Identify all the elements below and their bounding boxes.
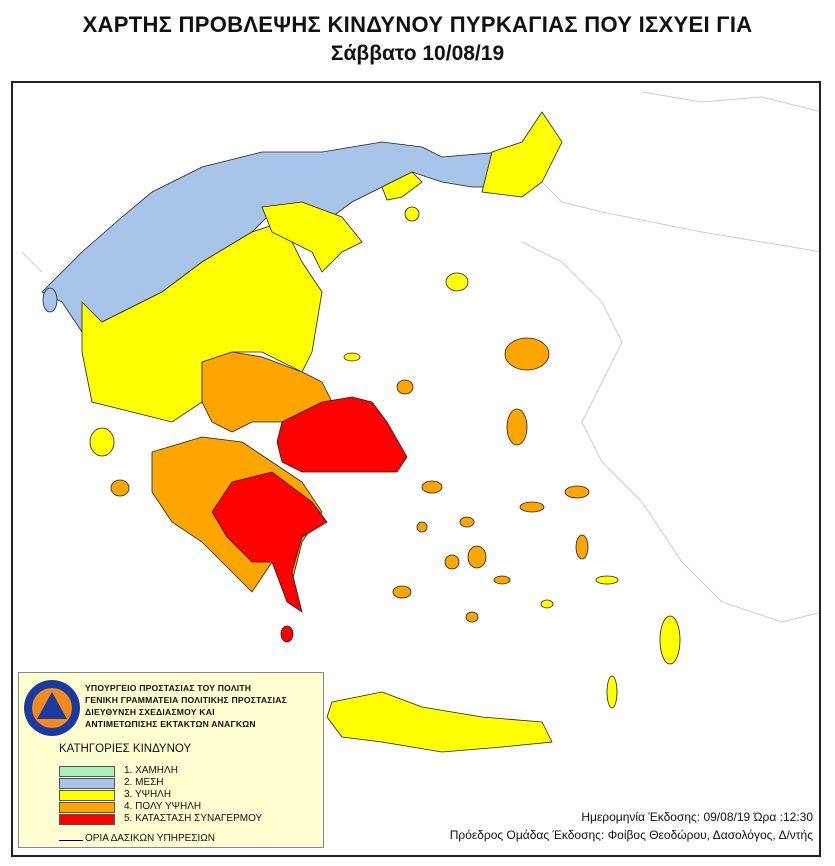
legend-box: ΥΠΟΥΡΓΕΙΟ ΠΡΟΣΤΑΣΙΑΣ ΤΟΥ ΠΟΛΙΤΗ ΓΕΝΙΚΗ Γ…	[18, 672, 324, 848]
neighbor-coastlines	[21, 91, 819, 623]
island-santorini	[465, 611, 479, 623]
island-corfu	[42, 287, 58, 313]
island-syros	[416, 521, 428, 533]
org-line: ΓΕΝΙΚΗ ΓΡΑΜΜΑΤΕΙΑ ΠΟΛΙΤΙΚΗΣ ΠΡΟΣΤΑΣΙΑΣ	[85, 695, 288, 705]
island-kefalonia	[89, 427, 115, 457]
legend-label: 4. ΠΟΛΥ ΥΨΗΛΗ	[124, 801, 202, 812]
swatch-low	[59, 766, 115, 777]
island-naxos	[467, 545, 487, 569]
island-kos	[595, 575, 619, 585]
issue-date: Ημερομηνία Έκδοσης: 09/08/19 Ώρα :12:30	[581, 810, 813, 824]
island-andros	[421, 480, 443, 494]
region-alert-peloponnese	[211, 471, 328, 613]
island-skyros	[396, 379, 414, 395]
region-high-crete	[326, 691, 553, 753]
swatch-medium	[59, 778, 115, 789]
greece-fire-risk-map	[21, 91, 819, 753]
island-tinos	[459, 516, 475, 528]
swatch-alert	[59, 814, 115, 825]
swatch-very-high	[59, 802, 115, 813]
org-line: ΥΠΟΥΡΓΕΙΟ ΠΡΟΣΤΑΣΙΑΣ ΤΟΥ ΠΟΛΙΤΗ	[85, 683, 252, 693]
island-astypalaia	[540, 599, 554, 609]
island-kalymnos	[575, 534, 589, 560]
legend-label: 3. ΥΨΗΛΗ	[124, 789, 172, 800]
legend-label: 5. ΚΑΤΑΣΤΑΣΗ ΣΥΝΑΓΕΡΜΟΥ	[124, 813, 263, 824]
boundary-line-sample	[59, 840, 83, 841]
map-frame: ΥΠΟΥΡΓΕΙΟ ΠΡΟΣΤΑΣΙΑΣ ΤΟΥ ΠΟΛΙΤΗ ΓΕΝΙΚΗ Γ…	[11, 81, 821, 857]
island-paros	[444, 554, 460, 570]
org-line: ΑΝΤΙΜΕΤΩΠΙΣΗΣ ΕΚΤΑΚΤΩΝ ΑΝΑΓΚΩΝ	[85, 719, 256, 729]
region-high-northeast	[481, 111, 563, 198]
region-alert-attica-evia	[276, 396, 408, 473]
island-milos	[392, 585, 412, 599]
island-amorgos	[493, 575, 511, 585]
island-lemnos	[445, 272, 469, 292]
island-karpathos	[606, 675, 618, 709]
island-lesvos	[504, 337, 550, 371]
map-title: ΧΑΡΤΗΣ ΠΡΟΒΛΕΨΗΣ ΚΙΝΔΥΝΟΥ ΠΥΡΚΑΓΙΑΣ ΠΟΥ …	[82, 12, 753, 37]
island-zakynthos	[110, 479, 130, 497]
island-thasos	[404, 206, 420, 222]
island-skopelos	[343, 352, 361, 362]
region-high-chalkidiki	[261, 201, 363, 273]
island-chios	[506, 408, 528, 446]
swatch-high	[59, 790, 115, 801]
island-ikaria	[519, 501, 545, 513]
island-samos	[564, 485, 590, 499]
legend-label: 2. ΜΕΣΗ	[124, 777, 164, 788]
org-line: ΔΙΕΥΘΥΝΣΗ ΣΧΕΔΙΑΣΜΟΥ ΚΑΙ	[85, 707, 215, 717]
boundary-label: ΟΡΙΑ ΔΑΣΙΚΩΝ ΥΠΗΡΕΣΙΩΝ	[85, 833, 215, 844]
civil-protection-logo	[24, 680, 80, 736]
island-kythira	[280, 625, 294, 643]
issuer: Πρόεδρος Ομάδας Έκδοσης: Φοίβος Θεοδώρου…	[449, 828, 813, 842]
legend-label: 1. ΧΑΜΗΛΗ	[124, 765, 178, 776]
region-high-thrace	[381, 171, 423, 201]
island-rhodes	[659, 615, 681, 665]
legend-title: ΚΑΤΗΓΟΡΙΕΣ ΚΙΝΔΥΝΟΥ	[59, 743, 192, 755]
map-date: Σάββατο 10/08/19	[330, 42, 505, 65]
